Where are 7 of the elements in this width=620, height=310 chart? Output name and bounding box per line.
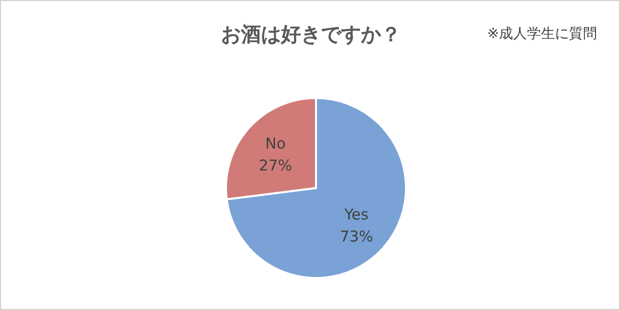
slice-label: No bbox=[265, 134, 286, 152]
slice-label: Yes bbox=[343, 206, 369, 224]
data-label: 73% bbox=[340, 228, 374, 246]
data-label: 27% bbox=[258, 156, 292, 174]
pie-slice bbox=[226, 97, 407, 279]
text: ※成人学生に質問 bbox=[487, 25, 597, 43]
chart-title: お酒は好きですか？ bbox=[220, 21, 402, 48]
